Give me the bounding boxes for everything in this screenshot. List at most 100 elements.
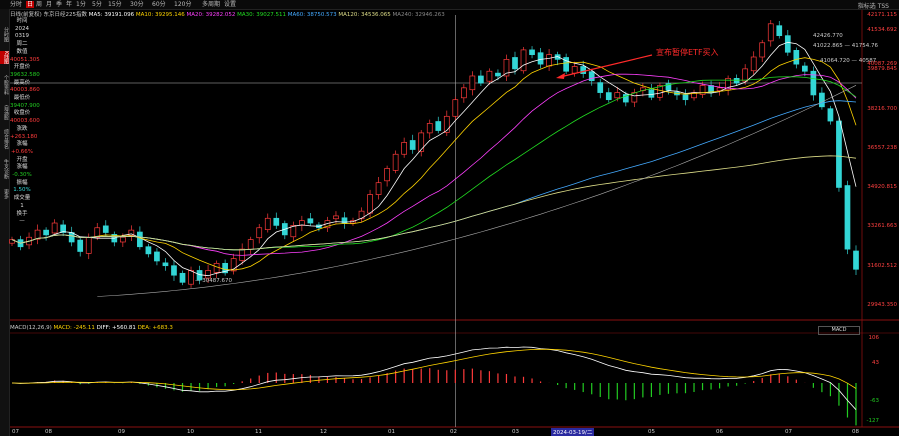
candle-body: [819, 92, 825, 108]
info-row: 最高价: [13, 79, 31, 86]
ma-line: [11, 155, 857, 251]
candle-body: [171, 265, 177, 276]
info-row: 39632.580: [10, 71, 40, 78]
candle-body: [793, 50, 800, 65]
period-13[interactable]: 设置: [224, 1, 237, 8]
candle-body: [179, 272, 186, 283]
info-panel: 时间 2024 0319 周二 数值 40051.305 开盘价 39632.580 最高价 40…: [10, 18, 40, 226]
candle-body: [580, 66, 587, 74]
candle-body: [358, 210, 365, 220]
period-6[interactable]: 1分: [76, 1, 86, 8]
legend-item: MA10: 39295.146: [134, 12, 185, 18]
dea-line: [11, 348, 857, 391]
candle-body: [665, 83, 672, 91]
period-1[interactable]: 日: [26, 1, 35, 8]
info-row: —: [19, 218, 25, 225]
period-5[interactable]: 年: [66, 1, 73, 8]
index-name: 东京日经225指数: [43, 12, 88, 18]
candle-body: [273, 217, 280, 226]
sidebar-tab-2[interactable]: 个股资料: [3, 75, 9, 95]
date-tick: 08: [45, 429, 52, 435]
candle-body: [239, 248, 246, 261]
candle-body: [767, 23, 774, 42]
candle-body: [648, 89, 655, 98]
period-10[interactable]: 60分: [152, 1, 166, 8]
candle-body: [716, 87, 723, 92]
high-price-label: 42426.770: [813, 33, 843, 39]
info-row: 39407.900: [10, 102, 40, 109]
candle-body: [137, 231, 143, 248]
period-3[interactable]: 月: [46, 1, 53, 8]
price-tick: 42171.115: [867, 12, 897, 18]
period-4[interactable]: 季: [56, 1, 63, 8]
info-row: 1.50%: [13, 187, 31, 194]
sidebar-tab-4[interactable]: 综合排名: [3, 129, 9, 149]
info-row: 换手: [16, 210, 28, 217]
candle-body: [844, 185, 851, 250]
info-row: 0319: [15, 33, 29, 40]
legend-item: MA240: 32946.263: [390, 12, 445, 18]
price-tick: 36557.238: [867, 145, 897, 152]
candle-body: [495, 72, 501, 77]
candle-body: [742, 68, 749, 82]
date-tick: 03: [512, 429, 519, 435]
candle-body: [597, 82, 604, 93]
info-row: 涨幅: [16, 164, 28, 171]
info-row: 开盘: [16, 156, 28, 163]
date-cursor-label: 2024-03-19/二: [551, 428, 595, 436]
low-price-label: — 30487.670: [195, 278, 232, 284]
candle-body: [836, 120, 842, 188]
period-11[interactable]: 120分: [174, 1, 192, 8]
date-tick: 07: [785, 429, 792, 435]
candle-body: [247, 239, 254, 250]
ma-line: [11, 100, 857, 251]
price-tick: 41534.692: [867, 27, 897, 34]
sidebar-tab-6[interactable]: 更多: [3, 189, 9, 199]
period-9[interactable]: 30分: [130, 1, 144, 8]
price-tick: 38216.700: [867, 105, 897, 112]
macd-tick: -127: [866, 418, 879, 424]
date-tick: 09: [118, 429, 125, 435]
info-row: 2024: [15, 25, 29, 32]
legend-title: 日线(前复权): [10, 12, 42, 18]
sidebar-tab-3[interactable]: 自选股: [3, 105, 9, 120]
legend-item: DEA: +683.3: [135, 325, 173, 331]
candle-body: [784, 35, 791, 53]
info-row: 时间: [16, 18, 28, 24]
period-2[interactable]: 周: [36, 1, 43, 8]
info-row: 数值: [16, 48, 28, 55]
candle-body: [682, 94, 689, 101]
sidebar-tab-5[interactable]: 牛叉诊断: [3, 159, 9, 179]
candle-body: [546, 54, 552, 67]
high2-price-label: 41022.865 — 41754.76: [813, 43, 878, 49]
macd-tick: 43: [872, 360, 879, 366]
info-row: 开盘价: [13, 64, 31, 71]
info-row: 最低价: [13, 95, 31, 102]
candle-body: [384, 168, 390, 182]
macd-select-button[interactable]: MACD: [818, 326, 860, 335]
macd-tick: -63: [870, 398, 879, 404]
candle-body: [657, 85, 663, 98]
macd-title: MACD(12,26,9): [10, 325, 52, 331]
candle-body: [409, 140, 416, 150]
info-row: 涨跌: [16, 125, 28, 132]
period-0[interactable]: 分时: [10, 1, 23, 8]
price-tick: 34920.815: [867, 183, 897, 190]
candle-body: [452, 99, 459, 117]
candle-body: [631, 92, 638, 103]
mid-price-label: 41064.720 — 40587: [820, 58, 877, 64]
candle-body: [733, 77, 740, 84]
period-8[interactable]: 15分: [108, 1, 122, 8]
candle-body: [256, 227, 263, 239]
info-row: +263.180: [10, 133, 38, 140]
sidebar-tab-1[interactable]: K线图: [0, 51, 9, 65]
period-12[interactable]: 多周期: [202, 1, 221, 8]
sidebar-tab-0[interactable]: 分时图: [3, 27, 9, 42]
period-7[interactable]: 5分: [92, 1, 102, 8]
candle-body: [341, 217, 348, 224]
info-row: 成交量: [13, 195, 31, 202]
candle-body: [529, 49, 535, 55]
diff-line: [11, 346, 857, 410]
indicator-select[interactable]: 指标选 TSS: [857, 3, 889, 10]
